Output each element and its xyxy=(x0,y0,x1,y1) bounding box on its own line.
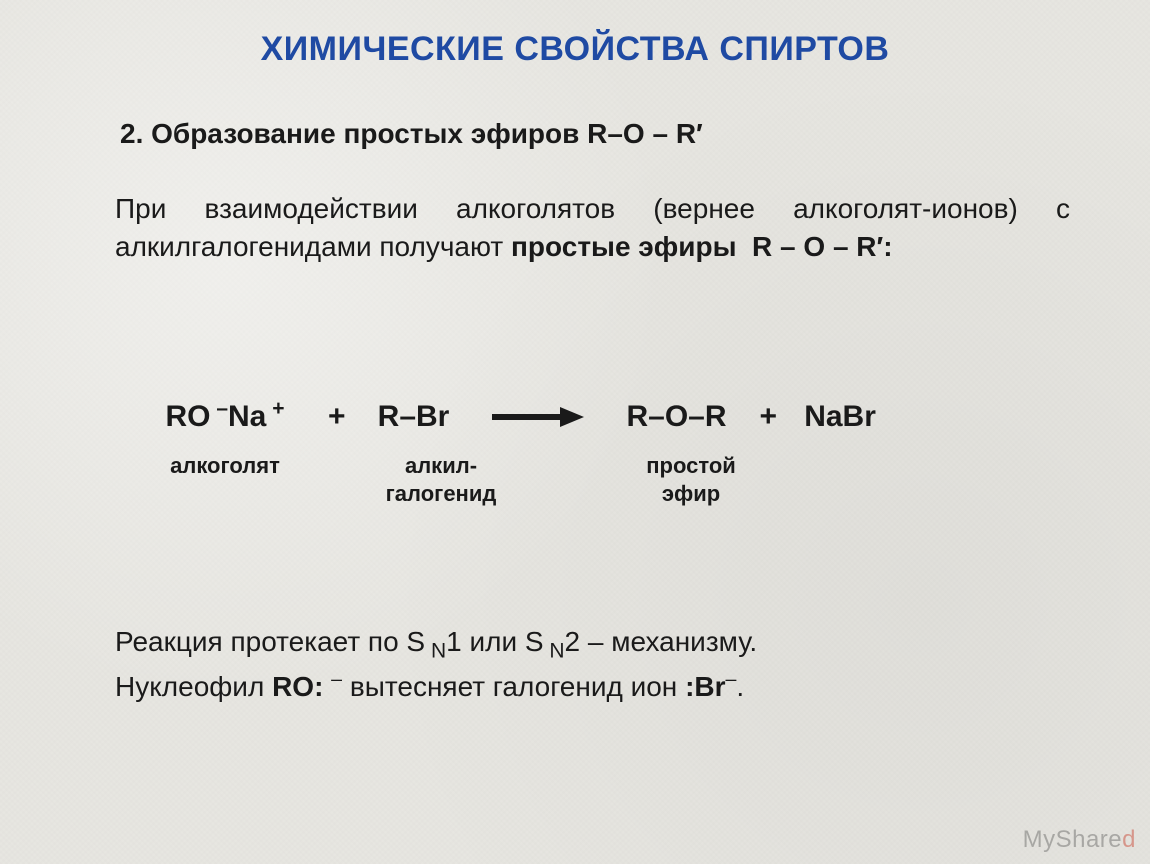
mechanism-line-1: Реакция протекает по S N1 или S N2 – мех… xyxy=(115,620,757,665)
eq-plus-1: + xyxy=(310,400,364,434)
eq-term-nabr: NaBr xyxy=(795,400,885,434)
arrow-shaft xyxy=(492,414,562,420)
equation-labels-row: алкоголят алкил-галогенид простойэфир xyxy=(140,452,766,507)
intro-paragraph: При взаимодействии алкоголятов (вернее а… xyxy=(115,190,1070,266)
watermark-main: MyShare xyxy=(1023,826,1123,853)
slide-title: ХИМИЧЕСКИЕ СВОЙСТВА СПИРТОВ xyxy=(0,30,1150,69)
eq-plus-2: + xyxy=(742,400,796,434)
eq-term-alkoxide: RO –Na + xyxy=(140,400,310,434)
watermark-accent: d xyxy=(1122,826,1136,853)
label-alkoxide: алкоголят xyxy=(140,452,310,480)
arrow-head xyxy=(560,407,584,427)
reaction-arrow-icon xyxy=(464,407,612,427)
eq-term-ether: R–O–R xyxy=(612,400,742,434)
equation-row: RO –Na + + R–Br R–O–R + NaBr xyxy=(140,400,885,434)
mechanism-line-2: Нуклеофил RО: – вытесняет галогенид ион … xyxy=(115,665,757,710)
label-ether: простойэфир xyxy=(616,452,766,507)
watermark: MyShared xyxy=(1023,826,1136,854)
slide: ХИМИЧЕСКИЕ СВОЙСТВА СПИРТОВ 2. Образован… xyxy=(0,0,1150,864)
eq-term-alkylhalide: R–Br xyxy=(364,400,464,434)
mechanism-block: Реакция протекает по S N1 или S N2 – мех… xyxy=(115,620,757,710)
section-subtitle: 2. Образование простых эфиров R–O – R′ xyxy=(120,118,703,150)
label-alkylhalide: алкил-галогенид xyxy=(366,452,516,507)
